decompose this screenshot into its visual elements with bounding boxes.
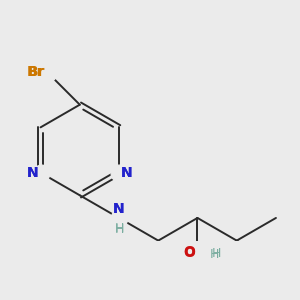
Text: N: N (113, 202, 125, 216)
Text: H: H (114, 224, 124, 236)
Text: N: N (121, 166, 133, 180)
Text: O: O (183, 246, 195, 260)
Text: H: H (212, 247, 221, 260)
Text: Br: Br (28, 65, 46, 79)
Text: Br: Br (27, 65, 44, 79)
Text: N: N (27, 166, 39, 180)
Text: N: N (27, 166, 39, 180)
Text: H: H (114, 223, 124, 236)
Text: H: H (210, 248, 220, 261)
Text: N: N (113, 202, 125, 216)
Text: O: O (183, 245, 195, 259)
Text: N: N (121, 166, 133, 180)
